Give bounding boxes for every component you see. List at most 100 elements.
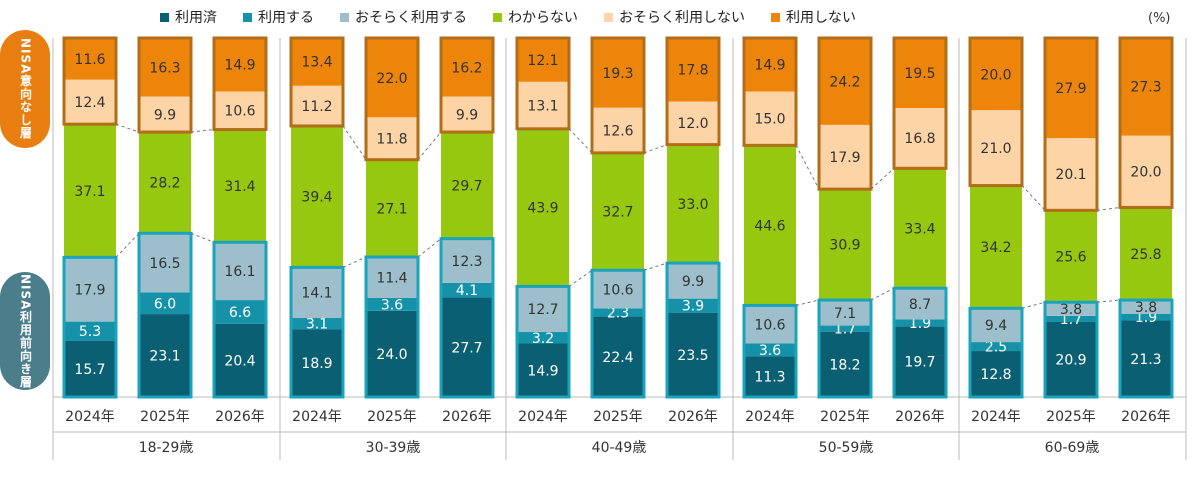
year-tick-label: 2026年 bbox=[668, 409, 718, 425]
data-label-unknown: 39.4 bbox=[301, 190, 332, 206]
bar-segment-probably-use bbox=[214, 242, 266, 301]
bar-segment-used bbox=[970, 351, 1022, 397]
data-label-will-use: 1.9 bbox=[1135, 310, 1157, 326]
data-label-probably-not: 21.0 bbox=[980, 141, 1011, 157]
bar-segment-probably-not bbox=[592, 107, 644, 153]
connector-line bbox=[190, 129, 215, 133]
bar-segment-probably-use bbox=[819, 300, 871, 326]
data-label-unknown: 34.2 bbox=[980, 240, 1011, 256]
legend-swatch-not-use bbox=[771, 12, 780, 22]
connector-line bbox=[342, 125, 367, 160]
legend-swatch-unknown bbox=[493, 12, 502, 22]
bar-segment-not-use bbox=[291, 37, 343, 86]
data-label-probably-use: 12.3 bbox=[451, 254, 482, 270]
data-label-probably-not: 10.6 bbox=[224, 104, 255, 120]
data-label-probably-use: 16.5 bbox=[149, 256, 180, 272]
intent-group-outline bbox=[364, 255, 420, 399]
bar-segment-probably-not bbox=[819, 124, 871, 190]
bar-segment-probably-not bbox=[366, 117, 418, 160]
data-label-not-use: 17.8 bbox=[677, 63, 708, 79]
data-label-will-use: 3.6 bbox=[759, 343, 781, 359]
bar-segment-not-use bbox=[1045, 38, 1097, 139]
connector-line bbox=[190, 232, 215, 243]
year-tick-label: 2024年 bbox=[292, 409, 342, 425]
data-label-not-use: 19.5 bbox=[904, 66, 935, 82]
data-label-will-use: 1.9 bbox=[909, 316, 931, 332]
legend-label-probably-not: おそらく利用しない bbox=[619, 10, 745, 26]
no-intent-group-outline bbox=[1118, 36, 1174, 209]
age-group-label: 50-59歳 bbox=[819, 440, 874, 456]
bar-segment-probably-not bbox=[894, 108, 946, 169]
intent-group-outline bbox=[289, 265, 345, 399]
bar-segment-probably-not bbox=[517, 81, 569, 129]
bar-segment-unknown bbox=[64, 124, 116, 258]
bar-segment-not-use bbox=[441, 38, 493, 97]
data-label-probably-not: 13.1 bbox=[527, 98, 558, 114]
legend-swatch-probably-use bbox=[340, 12, 349, 22]
data-label-used: 18.2 bbox=[829, 357, 860, 373]
data-label-probably-not: 16.8 bbox=[904, 131, 935, 147]
legend-swatch-will-use bbox=[243, 12, 252, 22]
no-intent-group-outline bbox=[590, 36, 646, 155]
data-label-probably-not: 20.1 bbox=[1055, 167, 1086, 183]
bar-segment-probably-not bbox=[214, 91, 266, 130]
data-label-probably-use: 9.9 bbox=[682, 274, 704, 290]
data-label-probably-use: 8.7 bbox=[909, 297, 931, 313]
data-label-used: 12.8 bbox=[980, 367, 1011, 383]
bar-segment-probably-use bbox=[291, 267, 343, 319]
bar-segment-will-use bbox=[1120, 313, 1172, 321]
data-label-unknown: 44.6 bbox=[754, 218, 785, 234]
bar-segment-used bbox=[139, 314, 191, 397]
data-label-used: 27.7 bbox=[451, 340, 482, 356]
legend-item-probably-use: おそらく利用する bbox=[340, 7, 467, 27]
bar-segment-will-use bbox=[214, 300, 266, 324]
data-label-not-use: 27.3 bbox=[1130, 80, 1161, 96]
data-label-not-use: 12.1 bbox=[527, 53, 558, 69]
bar-segment-will-use bbox=[970, 342, 1022, 352]
data-label-will-use: 5.3 bbox=[79, 324, 101, 340]
data-label-probably-use: 9.4 bbox=[985, 318, 1007, 334]
bar-segment-probably-not bbox=[1120, 135, 1172, 208]
bar-segment-unknown bbox=[894, 168, 946, 289]
connector-line bbox=[1096, 299, 1121, 303]
intent-group-outline bbox=[439, 237, 495, 399]
bar-segment-unknown bbox=[1045, 210, 1097, 303]
no-intent-group-outline bbox=[364, 36, 420, 162]
bar-segment-used bbox=[592, 316, 644, 397]
year-tick-label: 2026年 bbox=[442, 409, 492, 425]
bar-segment-will-use bbox=[819, 325, 871, 332]
data-label-not-use: 16.3 bbox=[149, 60, 180, 76]
bar-segment-unknown bbox=[667, 144, 719, 264]
connector-line bbox=[643, 144, 668, 154]
data-label-unknown: 32.7 bbox=[602, 205, 633, 221]
data-label-probably-not: 12.0 bbox=[677, 116, 708, 132]
legend-label-not-use: 利用しない bbox=[786, 10, 856, 26]
connector-line bbox=[643, 262, 668, 271]
no-intent-group-outline bbox=[289, 36, 345, 128]
bar-segment-used bbox=[667, 312, 719, 397]
legend-label-will-use: 利用する bbox=[258, 10, 314, 26]
bar-segment-will-use bbox=[744, 343, 796, 357]
bar-segment-used bbox=[517, 343, 569, 397]
bar-segment-not-use bbox=[139, 38, 191, 97]
data-label-will-use: 3.9 bbox=[682, 299, 704, 315]
age-group-label: 30-39歳 bbox=[366, 440, 421, 456]
age-group-label: 60-69歳 bbox=[1045, 440, 1100, 456]
data-label-will-use: 2.3 bbox=[607, 305, 629, 321]
bar-segment-will-use bbox=[139, 292, 191, 315]
intent-group-outline bbox=[1043, 300, 1099, 399]
connector-line bbox=[342, 256, 367, 268]
data-label-will-use: 1.7 bbox=[834, 322, 856, 338]
bar-segment-will-use bbox=[667, 298, 719, 313]
bar-segment-probably-use bbox=[894, 288, 946, 320]
legend-item-used: 利用済 bbox=[160, 7, 217, 27]
legend-label-probably-use: おそらく利用する bbox=[355, 10, 467, 26]
data-label-probably-not: 20.0 bbox=[1130, 165, 1161, 181]
bar-segment-will-use bbox=[441, 282, 493, 298]
bar-segment-not-use bbox=[819, 38, 871, 125]
data-label-used: 15.7 bbox=[74, 362, 105, 378]
data-label-probably-use: 3.8 bbox=[1135, 300, 1157, 316]
data-label-probably-use: 10.6 bbox=[602, 282, 633, 298]
bar-segment-will-use bbox=[64, 321, 116, 341]
bar-segment-used bbox=[1120, 320, 1172, 397]
